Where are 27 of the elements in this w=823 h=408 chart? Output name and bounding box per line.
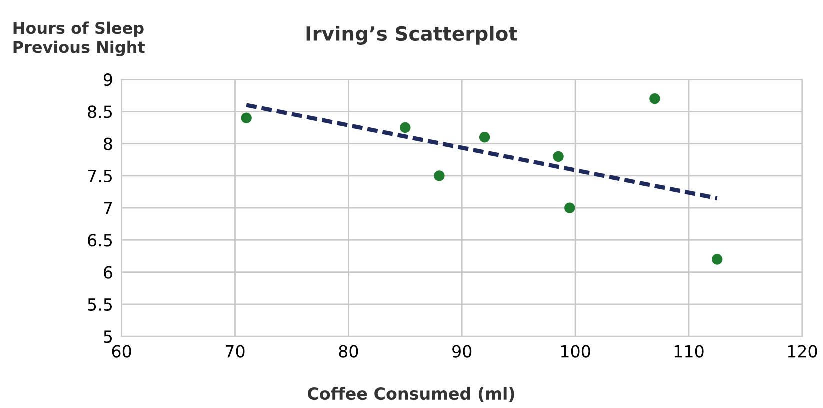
point xyxy=(553,151,564,162)
y-tick-label: 6.5 xyxy=(88,234,112,247)
y-tick-label: 5 xyxy=(104,330,112,344)
x-tick-label: 80 xyxy=(339,345,358,358)
x-axis-title: Coffee Consumed (ml) xyxy=(308,387,514,402)
point xyxy=(400,122,411,134)
x-tick-label: 100 xyxy=(561,345,590,358)
y-axis-title: Hours of Sleep Previous Night xyxy=(14,22,145,56)
point xyxy=(712,254,723,265)
point xyxy=(479,132,490,143)
y-tick-label: 9 xyxy=(104,74,112,86)
x-tick-label: 70 xyxy=(226,345,245,358)
y-tick-label: 8 xyxy=(104,138,112,150)
chart-title: Irving’s Scatterplot xyxy=(306,26,518,45)
y-tick-label: 7 xyxy=(104,202,112,214)
y-tick-label: 5.5 xyxy=(88,298,112,312)
y-tick-label: 7.5 xyxy=(88,170,112,183)
point xyxy=(650,93,660,104)
point xyxy=(434,170,445,182)
point xyxy=(241,112,252,124)
x-tick-label: 110 xyxy=(674,345,704,358)
x-tick-label: 60 xyxy=(112,345,132,358)
y-tick-label: 6 xyxy=(104,266,112,279)
point xyxy=(564,202,576,214)
x-tick-label: 120 xyxy=(788,345,818,358)
x-tick-label: 90 xyxy=(452,345,472,358)
y-tick-label: 8.5 xyxy=(88,106,112,118)
